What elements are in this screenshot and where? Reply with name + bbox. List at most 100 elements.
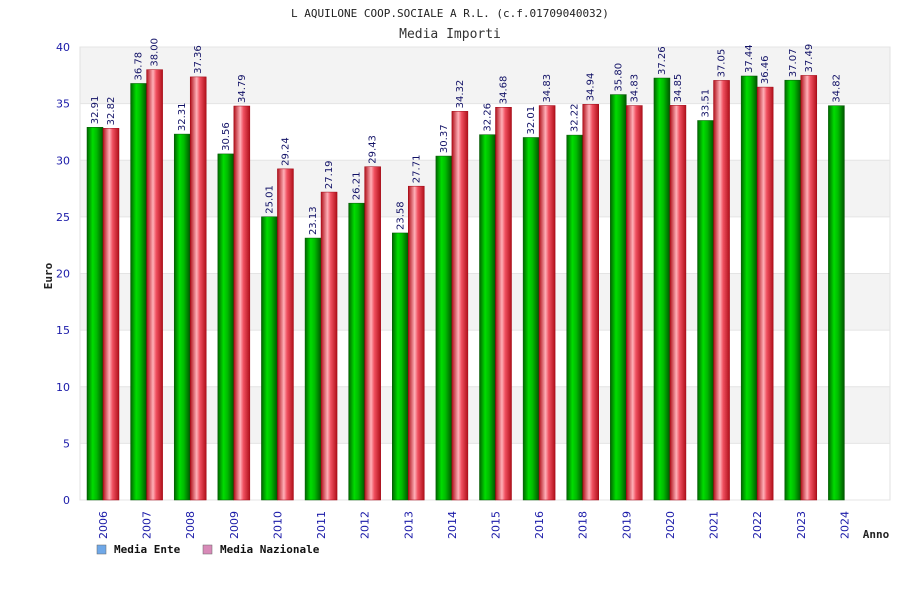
- x-tick-label: 2024: [838, 511, 851, 539]
- y-tick-label: 15: [56, 324, 70, 337]
- bar-media-nazionale-2015: [495, 106, 512, 501]
- data-label: 34.83: [629, 74, 640, 103]
- bar-media-nazionale-2014: [451, 111, 469, 501]
- x-tick-label: 2009: [228, 511, 241, 539]
- data-label: 32.31: [177, 102, 188, 131]
- bar-media-nazionale-2021: [713, 80, 730, 501]
- bar-media-ente-2015: [479, 134, 496, 501]
- x-axis-ticks: 2006 2007 2008 2009 2010 2011 2012 2013 2014 2015…: [97, 511, 851, 539]
- data-label: 33.51: [701, 89, 712, 118]
- bar-media-nazionale-2023: [800, 75, 818, 501]
- y-tick-label: 0: [63, 494, 70, 507]
- data-label: 32.22: [570, 103, 581, 132]
- x-tick-label: 2006: [97, 511, 110, 539]
- data-label: 37.26: [657, 46, 668, 75]
- x-tick-label: 2013: [402, 511, 415, 539]
- data-label: 26.21: [352, 172, 363, 201]
- data-labels: 32.91 32.82 36.78 38.00 32.31 37.36 30.56 34.79…: [90, 38, 842, 235]
- data-label: 34.94: [586, 73, 597, 102]
- data-label: 37.49: [804, 44, 815, 73]
- data-label: 37.07: [788, 49, 799, 78]
- chart-subtitle: Media Importi: [399, 27, 501, 42]
- y-tick-label: 10: [56, 381, 70, 394]
- x-tick-label: 2014: [446, 511, 459, 539]
- data-label: 34.82: [831, 74, 842, 103]
- y-tick-label: 20: [56, 268, 70, 281]
- bar-media-ente-2016: [522, 137, 540, 501]
- x-tick-label: 2021: [708, 511, 721, 539]
- bar-media-ente-2020: [653, 77, 671, 501]
- bar-media-ente-2024: [828, 105, 845, 501]
- data-label: 37.05: [717, 49, 728, 78]
- data-label: 34.79: [237, 74, 248, 103]
- data-label: 30.37: [439, 124, 450, 153]
- bar-media-nazionale-2022: [756, 86, 774, 501]
- data-label: 34.32: [455, 80, 466, 109]
- data-label: 23.58: [395, 201, 406, 230]
- data-label: 23.13: [308, 206, 319, 235]
- bar-media-nazionale-2016: [538, 105, 556, 501]
- data-label: 32.26: [483, 103, 494, 132]
- bar-media-ente-2007: [130, 83, 147, 501]
- y-tick-label: 30: [56, 154, 70, 167]
- bar-media-ente-2013: [392, 232, 409, 501]
- y-tick-label: 25: [56, 211, 70, 224]
- bar-media-nazionale-2020: [669, 105, 687, 501]
- data-label: 32.82: [106, 97, 117, 126]
- bar-media-nazionale-2009: [233, 105, 251, 501]
- bar-media-ente-2011: [304, 237, 322, 501]
- data-label: 36.46: [760, 55, 771, 84]
- bar-media-ente-2022: [740, 75, 758, 501]
- x-tick-label: 2022: [751, 511, 764, 539]
- data-label: 29.24: [280, 137, 291, 166]
- bar-media-nazionale-2010: [277, 168, 294, 501]
- x-tick-label: 2008: [184, 511, 197, 539]
- x-tick-label: 2012: [359, 511, 372, 539]
- x-tick-label: 2010: [271, 511, 284, 539]
- bar-media-ente-2018: [566, 134, 583, 501]
- bar-media-ente-2023: [784, 79, 802, 501]
- chart-title: L AQUILONE COOP.SOCIALE A R.L. (c.f.0170…: [291, 7, 609, 20]
- x-tick-label: 2011: [315, 511, 328, 539]
- y-axis-label: Euro: [42, 262, 55, 289]
- data-label: 35.80: [613, 63, 624, 92]
- data-label: 29.43: [368, 135, 379, 164]
- y-axis-ticks: 0 5 10 15 20 25 30 35 40: [56, 41, 70, 507]
- bar-media-ente-2006: [86, 127, 104, 501]
- bar-media-ente-2019: [610, 94, 627, 501]
- bar-media-nazionale-2013: [408, 185, 425, 501]
- legend-swatch-media-ente: [96, 544, 107, 555]
- y-tick-label: 5: [63, 437, 70, 450]
- data-label: 32.91: [90, 96, 101, 125]
- bar-media-ente-2021: [697, 120, 714, 501]
- x-tick-label: 2018: [577, 511, 590, 539]
- data-label: 27.19: [324, 160, 335, 189]
- x-tick-label: 2007: [141, 511, 154, 539]
- legend-swatch-media-nazionale: [202, 544, 213, 555]
- x-axis-label: Anno: [863, 528, 890, 541]
- bar-media-ente-2009: [217, 153, 235, 501]
- x-tick-label: 2015: [490, 511, 503, 539]
- y-tick-label: 40: [56, 41, 70, 54]
- bar-media-nazionale-2011: [320, 191, 338, 501]
- data-label: 34.68: [499, 76, 510, 105]
- bar-media-nazionale-2012: [364, 166, 381, 501]
- x-tick-label: 2023: [795, 511, 808, 539]
- bar-media-ente-2008: [173, 133, 191, 501]
- bar-media-ente-2014: [435, 155, 453, 501]
- bar-media-nazionale-2018: [582, 104, 599, 501]
- y-tick-label: 35: [56, 98, 70, 111]
- x-tick-label: 2016: [533, 511, 546, 539]
- data-label: 25.01: [264, 185, 275, 214]
- data-label: 27.71: [411, 155, 422, 184]
- data-label: 37.36: [193, 45, 204, 74]
- bar-media-nazionale-2007: [146, 69, 163, 501]
- bars: [86, 69, 845, 501]
- data-label: 30.56: [221, 122, 232, 151]
- legend-label-media-nazionale: Media Nazionale: [220, 543, 320, 556]
- data-label: 38.00: [150, 38, 161, 67]
- data-label: 34.85: [673, 74, 684, 103]
- bar-media-ente-2010: [261, 216, 278, 501]
